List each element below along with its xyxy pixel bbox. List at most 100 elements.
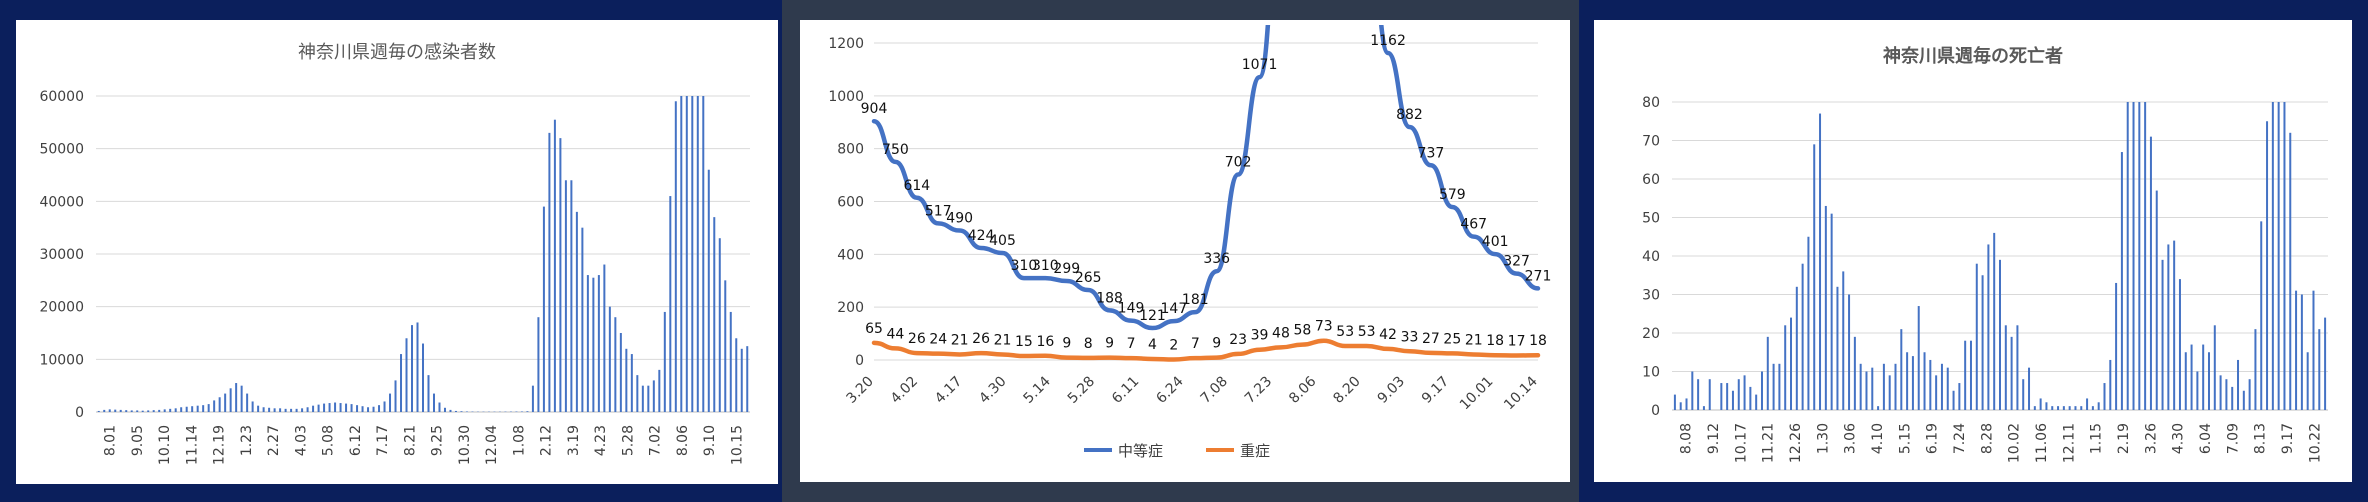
bar (625, 348, 628, 412)
bar (542, 206, 545, 412)
bar (685, 96, 688, 412)
bar (1900, 329, 1903, 410)
x-tick-label: 12.26 (1788, 423, 1804, 463)
bar (608, 306, 611, 412)
data-label-severe: 53 (1358, 324, 1376, 340)
x-tick-label: 9.12 (1706, 423, 1722, 454)
bar (652, 380, 655, 412)
x-tick-label: 11.06 (2034, 423, 2050, 463)
bar (658, 369, 661, 412)
data-label-moderate: 579 (1439, 187, 1466, 203)
data-label-severe: 7 (1127, 336, 1136, 352)
x-tick-label: 9.03 (1375, 374, 1408, 407)
data-label-moderate: 702 (1225, 155, 1252, 171)
data-label-moderate: 1071 (1242, 57, 1278, 73)
data-label-moderate: 614 (903, 178, 930, 194)
bar (680, 96, 683, 412)
x-tick-label: 6.11 (1109, 374, 1142, 407)
bar (1871, 367, 1874, 410)
bar (196, 405, 199, 412)
bar (531, 385, 534, 412)
data-label-severe: 9 (1212, 336, 1221, 352)
bar (2178, 279, 2181, 410)
data-label-severe: 21 (994, 332, 1012, 348)
x-tick-label: 6.04 (2198, 423, 2214, 454)
data-label-moderate: 1162 (1370, 33, 1406, 49)
bar (2277, 102, 2280, 410)
x-tick-label: 6.24 (1153, 373, 1186, 406)
chart-title: 神奈川県週毎の死亡者 (1883, 45, 2063, 67)
x-tick-label: 1.23 (239, 425, 255, 456)
bar (1940, 363, 1943, 410)
bar (647, 385, 650, 412)
x-tick-label: 8.21 (402, 425, 418, 456)
bar (2051, 406, 2054, 410)
x-tick-label: 7.08 (1198, 374, 1231, 407)
bar (2289, 132, 2292, 411)
x-tick-label: 10.02 (2007, 423, 2023, 463)
x-tick-label: 8.06 (675, 425, 691, 456)
chart-infections: 神奈川県週毎の感染者数 0 10000 20000 30000 40000 50000 60… (39, 42, 750, 465)
data-label-moderate: 737 (1418, 145, 1445, 161)
bar (2312, 290, 2315, 410)
bar (713, 217, 716, 412)
bar (1760, 371, 1763, 410)
data-label-severe: 65 (865, 321, 883, 337)
bar (1958, 383, 1961, 410)
bar (2184, 352, 2187, 410)
data-label-severe: 8 (1084, 336, 1093, 352)
x-tick-label: 10.22 (2307, 423, 2323, 463)
data-label-moderate: 882 (1396, 107, 1423, 123)
x-tick-label: 8.20 (1330, 374, 1363, 407)
bar (548, 132, 551, 412)
y-tick-label: 400 (837, 247, 864, 263)
y-tick-label: 30000 (39, 247, 84, 263)
bar (1906, 352, 1909, 410)
x-tick-label: 4.10 (1870, 423, 1886, 454)
x-tick-label: 3.20 (843, 374, 876, 407)
bar (229, 388, 232, 412)
y-tick-label: 50000 (39, 142, 84, 158)
x-tick-label: 9.10 (702, 425, 718, 456)
chart-severity-panel: 中等症 重症 0 200 400 600 800 1000 1200 904 750 614 517… (800, 20, 1570, 482)
x-tick-label: 10.01 (1457, 374, 1497, 414)
data-label-severe: 26 (972, 331, 990, 347)
bar (339, 403, 342, 412)
bar (669, 196, 672, 412)
x-tick-label: 2.27 (266, 425, 282, 456)
data-label-severe: 15 (1015, 334, 1033, 350)
bar (125, 410, 128, 412)
bar (2173, 240, 2176, 410)
data-label-moderate: 336 (1203, 251, 1230, 267)
bar (729, 311, 732, 412)
bar (2022, 379, 2025, 410)
bar (1993, 232, 1996, 410)
x-tick-label: 5.28 (1065, 374, 1098, 407)
bar (724, 280, 727, 412)
bar (2295, 290, 2298, 410)
bar (2306, 352, 2309, 410)
x-tick-label: 12.11 (2061, 423, 2077, 463)
x-tick-label: 4.23 (593, 425, 609, 456)
bar (2074, 406, 2077, 410)
bar (2080, 406, 2083, 410)
bar (1894, 363, 1897, 410)
data-label-moderate: 401 (1482, 234, 1509, 250)
bar (2266, 121, 2269, 410)
bar (1743, 375, 1746, 410)
bar (290, 408, 293, 412)
bar (295, 408, 298, 412)
bar (1999, 259, 2001, 410)
bar (103, 409, 106, 412)
data-label-moderate: 188 (1096, 290, 1123, 306)
bar (465, 411, 468, 412)
bar (1888, 375, 1891, 410)
bar (273, 408, 276, 412)
bar (1911, 356, 1914, 410)
bar (2004, 325, 2007, 410)
y-tick-label: 1200 (828, 36, 864, 52)
bar (262, 407, 265, 412)
bar (378, 405, 381, 412)
bar (1720, 383, 1723, 410)
bar (350, 404, 353, 412)
